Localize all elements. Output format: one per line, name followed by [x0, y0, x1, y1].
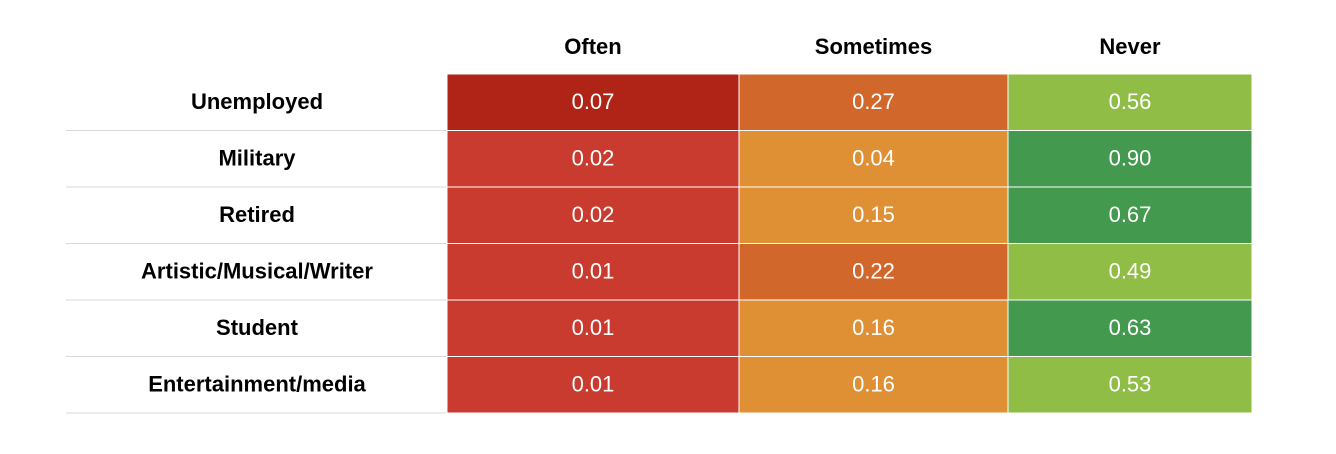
cell-value: 0.16	[852, 372, 895, 397]
heatmap-cell	[1007, 299, 1253, 357]
heatmap-cell	[1007, 243, 1253, 301]
cell-value: 0.53	[1109, 372, 1152, 397]
row-label: Entertainment/media	[148, 372, 366, 397]
cell-value: 0.16	[852, 315, 895, 340]
column-header-never: Never	[1099, 34, 1161, 59]
cell-value: 0.49	[1109, 259, 1152, 284]
heatmap-cell	[446, 243, 740, 301]
cell-value: 0.22	[852, 259, 895, 284]
row-label: Artistic/Musical/Writer	[141, 259, 373, 284]
cell-value: 0.02	[572, 146, 615, 171]
cell-value: 0.01	[572, 372, 615, 397]
cell-value: 0.04	[852, 146, 895, 171]
cell-value: 0.15	[852, 202, 895, 227]
heatmap-cell	[446, 299, 740, 357]
column-headers: Often Sometimes Never	[564, 34, 1161, 59]
cell-value: 0.01	[572, 259, 615, 284]
cell-value: 0.90	[1109, 146, 1152, 171]
heatmap-cell	[1007, 356, 1253, 414]
heatmap-cell	[738, 243, 1009, 301]
heatmap-cell	[738, 130, 1009, 188]
heatmap-cell	[1007, 130, 1253, 188]
cell-value: 0.63	[1109, 315, 1152, 340]
cell-value: 0.01	[572, 315, 615, 340]
cell-value: 0.02	[572, 202, 615, 227]
row-label: Military	[218, 146, 296, 171]
heatmap-cell	[446, 130, 740, 188]
cell-value: 0.67	[1109, 202, 1152, 227]
heatmap-cell	[446, 186, 740, 244]
row-labels: Unemployed Military Retired Artistic/Musica…	[141, 89, 373, 397]
heatmap-cell	[738, 299, 1009, 357]
cell-value: 0.27	[852, 89, 895, 114]
heatmap-cell	[738, 356, 1009, 414]
heatmap-cell	[738, 186, 1009, 244]
row-label: Retired	[219, 202, 295, 227]
cell-value: 0.56	[1109, 89, 1152, 114]
row-label: Unemployed	[191, 89, 323, 114]
heatmap-cells: 0.07 0.27 0.56 0.02 0.04 0.90 0.02 0.15 0.67 0.01…	[446, 73, 1253, 414]
column-header-often: Often	[564, 34, 621, 59]
cell-value: 0.07	[572, 89, 615, 114]
heatmap-cell	[1007, 73, 1253, 131]
column-header-sometimes: Sometimes	[815, 34, 932, 59]
row-label: Student	[216, 315, 299, 340]
